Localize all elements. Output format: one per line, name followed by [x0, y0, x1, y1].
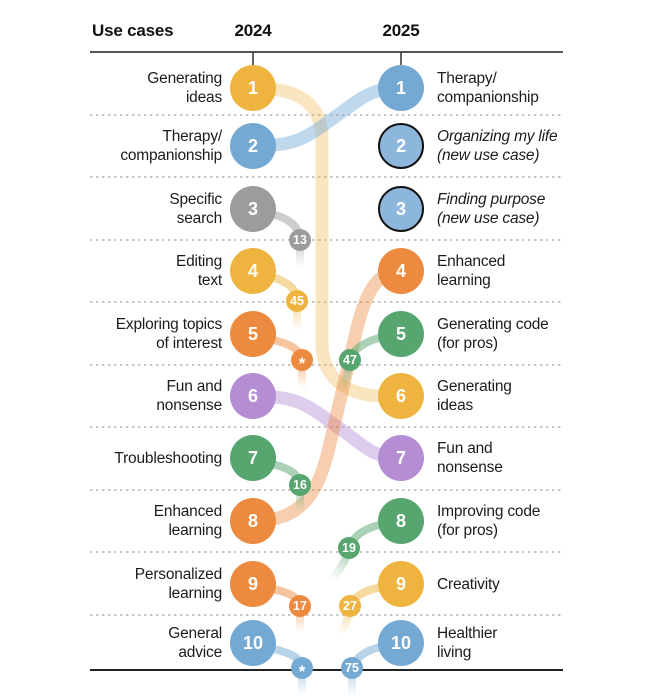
rank-circle-2024: 8	[230, 498, 276, 544]
rank-circle-2024: 1	[230, 65, 276, 111]
rank-circle-2024: 4	[230, 248, 276, 294]
rank-circle-2024: 5	[230, 311, 276, 357]
rank-badge-16: 16	[289, 474, 311, 496]
ribbon-generating-ideas	[253, 81, 401, 403]
rank-circle-2025: 1	[378, 65, 424, 111]
use-case-label-2024: Exploring topics of interest	[115, 316, 222, 352]
star-glyph: *	[298, 354, 306, 373]
use-case-label-2025: Therapy/ companionship	[437, 70, 539, 106]
use-case-label-2024: General advice	[168, 625, 222, 661]
column-header-2025: 2025	[382, 21, 420, 40]
column-header-2024: 2024	[234, 21, 272, 40]
rank-circle-2024: 10	[230, 620, 276, 666]
rank-circle-2024: 3	[230, 186, 276, 232]
use-case-label-2024: Specific search	[169, 191, 222, 227]
rank-badge-75: 75	[341, 657, 363, 679]
use-case-label-2024: Fun and nonsense	[156, 378, 222, 414]
use-case-label-2025: Organizing my life (new use case)	[437, 128, 558, 164]
rank-circle-2024: 9	[230, 561, 276, 607]
rank-circle-2025: 8	[378, 498, 424, 544]
star-glyph: *	[298, 662, 306, 681]
use-case-label-2024: Generating ideas	[147, 70, 222, 106]
use-case-label-2024: Editing text	[176, 253, 222, 289]
rank-badge-19: 19	[338, 537, 360, 559]
rank-badge-45: 45	[286, 290, 308, 312]
rank-circle-2024: 6	[230, 373, 276, 419]
rank-circle-2025: 5	[378, 311, 424, 357]
rank-circle-2025-new-use-case: 2	[378, 123, 424, 169]
use-case-label-2025: Creativity	[437, 575, 500, 593]
rank-circle-2025-new-use-case: 3	[378, 186, 424, 232]
chart-title: Use cases	[92, 21, 174, 40]
use-case-label-2025: Healthier living	[437, 625, 498, 661]
use-case-label-2024: Troubleshooting	[114, 449, 222, 467]
rank-circle-2024: 7	[230, 435, 276, 481]
use-case-label-2025: Fun and nonsense	[437, 440, 503, 476]
rank-badge-27: 27	[339, 595, 361, 617]
rank-badge-star-exploring-topics: *	[291, 349, 313, 373]
rank-circle-2025: 10	[378, 620, 424, 666]
use-case-label-2025: Improving code (for pros)	[437, 503, 541, 539]
row-separators	[90, 114, 563, 616]
rank-circle-2024: 2	[230, 123, 276, 169]
rank-circle-2025: 4	[378, 248, 424, 294]
use-case-label-2025: Generating ideas	[437, 378, 512, 414]
use-case-label-2024: Enhanced learning	[153, 503, 222, 539]
rank-badge-47: 47	[339, 349, 361, 371]
rank-badge-star-general-advice: *	[291, 657, 313, 681]
rank-badge-17: 17	[289, 595, 311, 617]
use-case-label-2024: Personalized learning	[134, 566, 222, 602]
use-case-label-2024: Therapy/ companionship	[120, 128, 222, 164]
use-case-label-2025: Generating code (for pros)	[437, 316, 549, 352]
rank-circle-2025: 6	[378, 373, 424, 419]
use-case-label-2025: Finding purpose (new use case)	[437, 191, 546, 227]
rank-circle-2025: 9	[378, 561, 424, 607]
rank-circle-2025: 7	[378, 435, 424, 481]
rank-badge-13: 13	[289, 229, 311, 251]
ribbon-enhanced-learning	[253, 264, 402, 528]
use-case-label-2025: Enhanced learning	[437, 253, 506, 289]
